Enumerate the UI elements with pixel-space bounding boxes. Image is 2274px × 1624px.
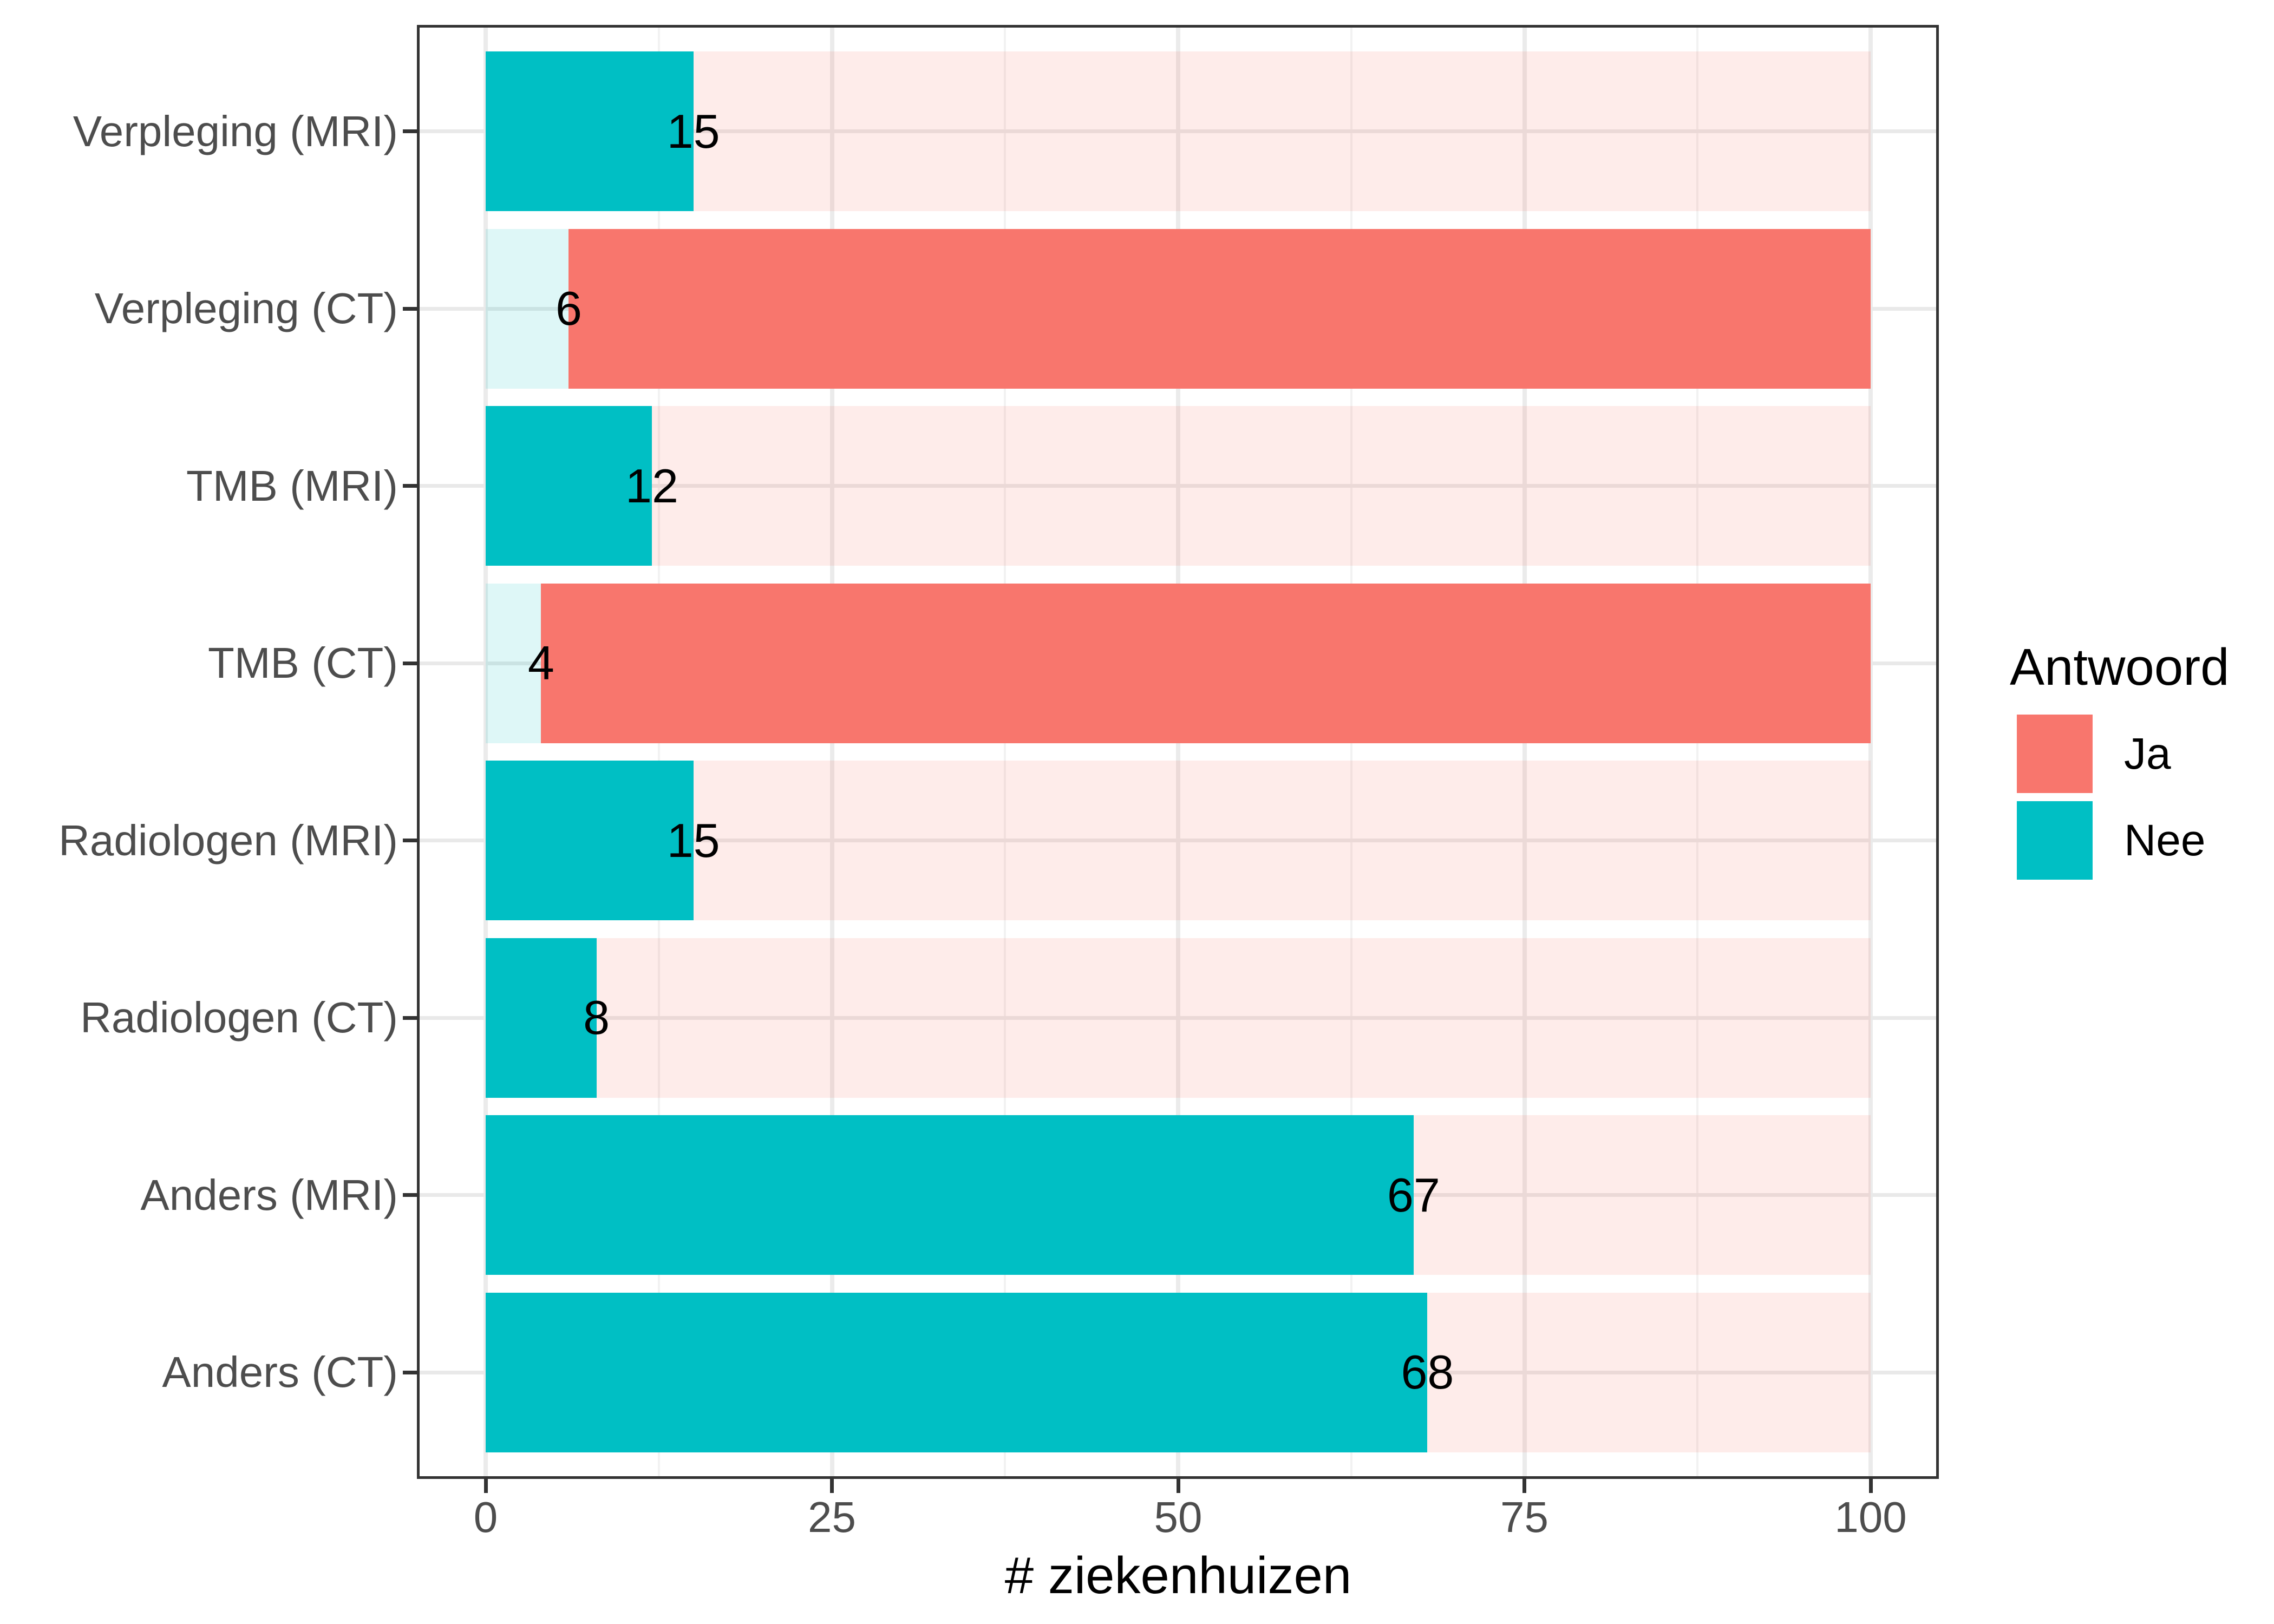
- major-gridline-x: [483, 25, 488, 1479]
- y-axis-label: Anders (CT): [162, 1348, 398, 1397]
- bar-segment-nee: [486, 938, 597, 1098]
- minor-gridline-x: [657, 25, 660, 1479]
- bar-segment-nee: [486, 406, 652, 566]
- bar-segment-nee: [486, 583, 541, 743]
- y-axis-tick: [403, 661, 417, 665]
- x-axis-tick-label: 75: [1500, 1493, 1548, 1541]
- bar-segment-ja: [693, 51, 1871, 211]
- bar-segment-nee: [486, 1292, 1428, 1452]
- bar-segment-nee: [486, 1115, 1414, 1275]
- major-gridline-x: [1176, 25, 1180, 1479]
- bar-segment-ja: [693, 761, 1871, 921]
- bar-segment-ja: [651, 406, 1871, 566]
- x-axis-tick-label: 50: [1154, 1493, 1203, 1541]
- bar-value-label: 6: [555, 281, 582, 336]
- y-axis-tick: [403, 1193, 417, 1197]
- y-axis-tick: [403, 1016, 417, 1020]
- legend-key-swatch: [2017, 801, 2093, 880]
- major-gridline-y: [417, 839, 1939, 843]
- minor-gridline-x: [1004, 25, 1007, 1479]
- bar-value-label: 4: [527, 636, 554, 690]
- bar-value-label: 12: [625, 459, 678, 513]
- y-axis-label: Verpleging (MRI): [73, 107, 398, 155]
- bar-value-label: 8: [583, 991, 610, 1045]
- legend-key-swatch: [2017, 715, 2093, 793]
- bar-value-label: 68: [1401, 1345, 1454, 1399]
- legend-entry: Ja: [2017, 715, 2274, 793]
- bar-segment-ja: [596, 938, 1871, 1098]
- bar-value-label: 15: [666, 813, 720, 867]
- major-gridline-y: [417, 1016, 1939, 1020]
- major-gridline-x: [829, 25, 834, 1479]
- x-axis-tick-label: 0: [473, 1493, 498, 1541]
- x-axis-tick: [1522, 1479, 1526, 1493]
- bar-segment-nee: [486, 228, 569, 389]
- bar-segment-ja: [541, 583, 1871, 743]
- major-gridline-y: [417, 484, 1939, 488]
- y-axis-tick: [403, 1370, 417, 1374]
- bar-segment-ja: [1413, 1115, 1871, 1275]
- x-axis-tick: [1868, 1479, 1873, 1493]
- y-axis-label: TMB (CT): [207, 639, 398, 687]
- y-axis-label: Anders (MRI): [140, 1170, 398, 1219]
- bar-value-label: 15: [666, 104, 720, 158]
- minor-gridline-x: [1696, 25, 1699, 1479]
- bar-segment-ja: [1427, 1292, 1871, 1452]
- x-axis-tick-label: 100: [1834, 1493, 1907, 1541]
- y-axis-label: TMB (MRI): [186, 461, 398, 510]
- y-axis-label: Radiologen (MRI): [58, 816, 398, 865]
- legend-entry: Nee: [2017, 801, 2274, 880]
- x-axis-title: # ziekenhuizen: [1004, 1547, 1352, 1605]
- x-axis-tick: [483, 1479, 488, 1493]
- y-axis-label: Radiologen (CT): [80, 993, 398, 1042]
- x-axis-tick: [1176, 1479, 1180, 1493]
- y-axis-tick: [403, 306, 417, 311]
- y-axis-label: Verpleging (CT): [94, 284, 398, 333]
- bar-segment-nee: [486, 51, 694, 211]
- bar-segment-ja: [568, 228, 1871, 389]
- y-axis-tick: [403, 484, 417, 488]
- major-gridline-x: [1522, 25, 1527, 1479]
- x-axis-tick-label: 25: [808, 1493, 856, 1541]
- plot-panel: 15 6 12 4 15 8 67 68: [417, 25, 1939, 1479]
- y-axis-tick: [403, 839, 417, 843]
- bar-value-label: 67: [1387, 1168, 1440, 1222]
- y-axis-tick: [403, 129, 417, 133]
- legend-entry-label: Nee: [2124, 816, 2206, 865]
- minor-gridline-x: [1350, 25, 1352, 1479]
- major-gridline-y: [417, 129, 1939, 133]
- legend-title: Antwoord: [2010, 638, 2230, 696]
- major-gridline-x: [1868, 25, 1873, 1479]
- legend: Antwoord Ja Nee: [2010, 638, 2230, 880]
- x-axis-tick: [830, 1479, 834, 1493]
- legend-entry-label: Ja: [2124, 729, 2171, 778]
- bar-segment-nee: [486, 761, 694, 921]
